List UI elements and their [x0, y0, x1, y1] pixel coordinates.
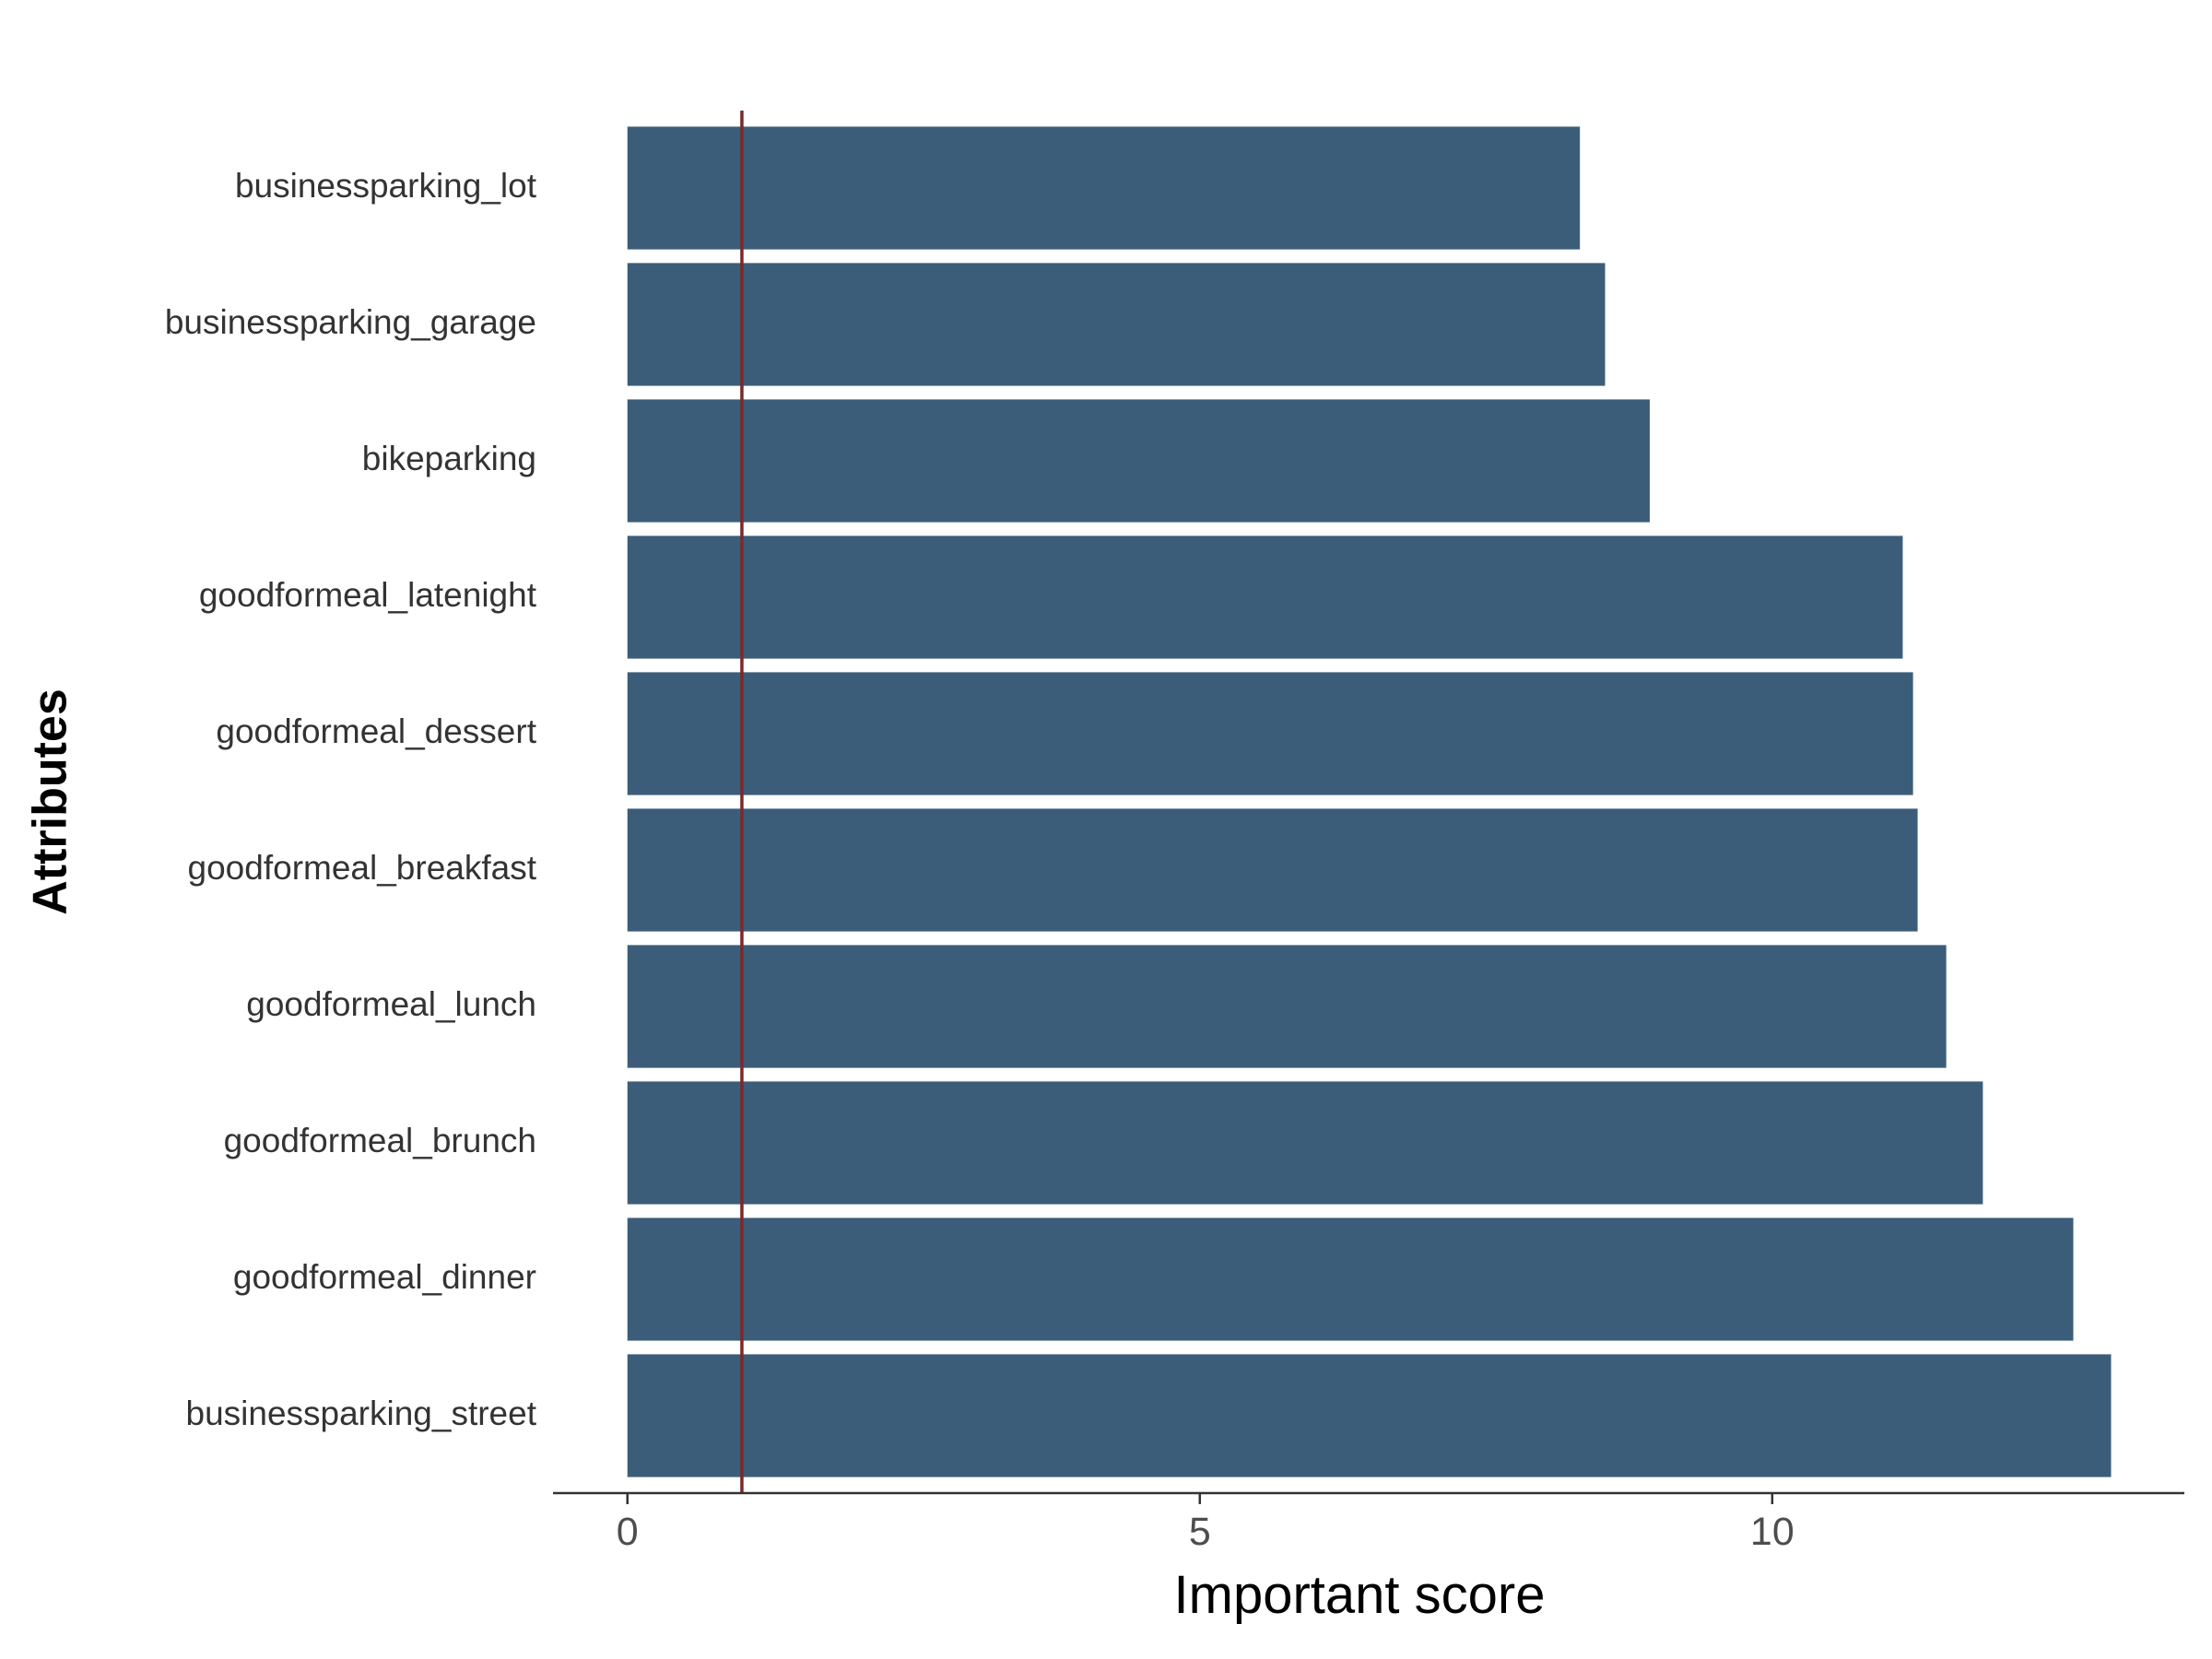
x-tick-label: 10 — [1750, 1510, 1794, 1554]
category-label: goodformeal_breakfast — [188, 849, 537, 887]
category-label: goodformeal_dessert — [216, 712, 536, 750]
category-label: goodformeal_latenight — [199, 576, 537, 614]
category-label: businessparking_street — [186, 1394, 537, 1432]
x-tick-label: 0 — [617, 1510, 639, 1554]
bar-goodformeal_dinner — [627, 1218, 2074, 1341]
category-labels: businessparking_lot businessparking_garag… — [165, 167, 537, 1432]
bar-businessparking_garage — [627, 263, 1606, 386]
bar-goodformeal_lunch — [627, 945, 1947, 1068]
bar-goodformeal_brunch — [627, 1081, 1983, 1205]
x-tick-label: 5 — [1189, 1510, 1211, 1554]
bar-bikeparking — [627, 399, 1650, 523]
y-axis-title: Attributes — [24, 688, 77, 915]
bar-goodformeal_breakfast — [627, 808, 1918, 932]
category-label: businessparking_garage — [165, 303, 536, 341]
bar-businessparking_street — [627, 1354, 2112, 1477]
category-label: goodformeal_lunch — [246, 985, 536, 1023]
category-label: bikeparking — [362, 440, 536, 477]
bar-goodformeal_latenight — [627, 535, 1903, 659]
category-label: goodformeal_dinner — [233, 1258, 536, 1296]
bar-businessparking_lot — [627, 126, 1581, 250]
bars-group — [627, 126, 2112, 1477]
x-axis-title: Important score — [1174, 1565, 1546, 1625]
bar-goodformeal_dessert — [627, 672, 1913, 795]
x-axis-ticks: 0 5 10 — [617, 1493, 1794, 1554]
category-label: businessparking_lot — [235, 167, 537, 205]
category-label: goodformeal_brunch — [224, 1122, 536, 1159]
